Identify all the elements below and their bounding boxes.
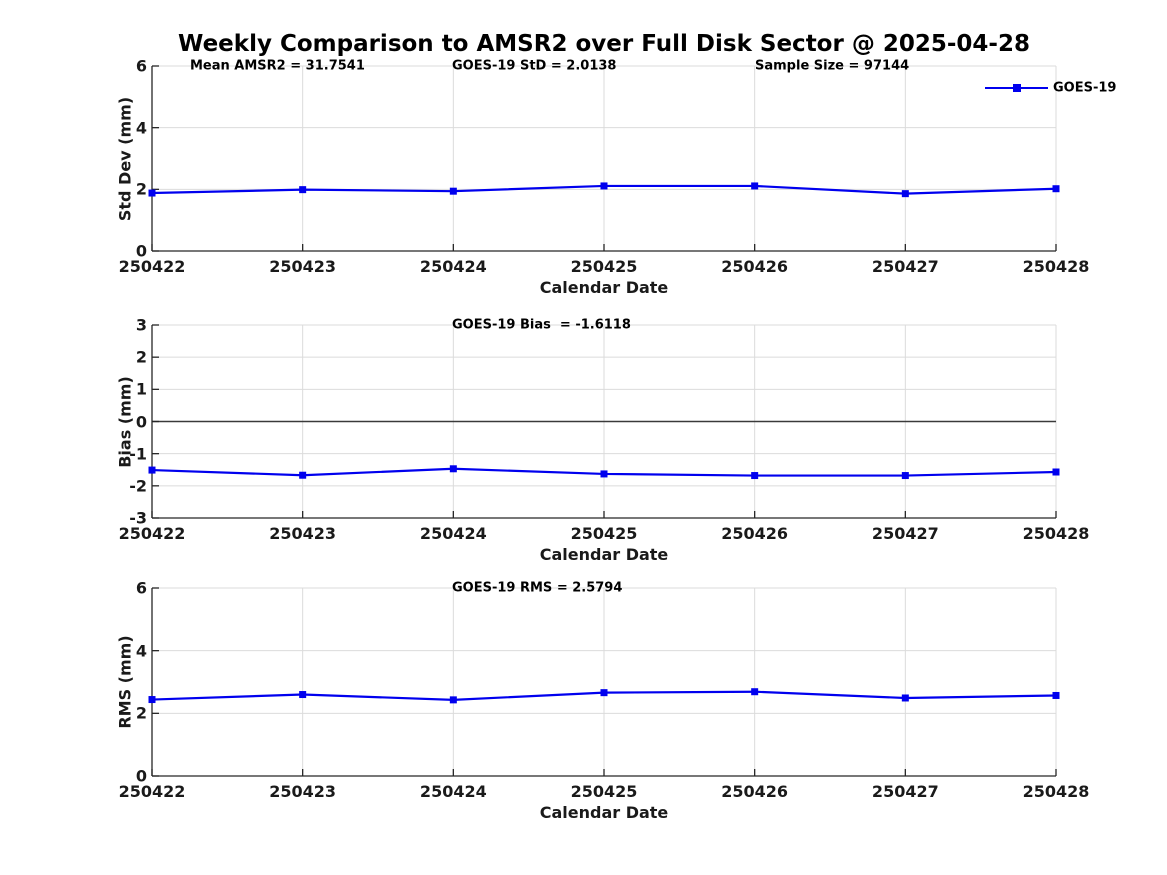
x-axis-label: Calendar Date <box>539 545 669 564</box>
annotation-rms-0: GOES-19 RMS = 2.5794 <box>452 580 623 596</box>
annotation-bias-0: GOES-19 Bias = -1.6118 <box>452 317 631 333</box>
legend: GOES-19 <box>985 80 1125 96</box>
x-tick-label: 250423 <box>269 782 337 801</box>
y-tick-label: 2 <box>135 347 147 367</box>
x-tick-label: 250425 <box>570 524 638 543</box>
subplot-bias <box>148 324 1060 519</box>
x-tick-label: 250422 <box>118 782 186 801</box>
y-tick-label: 4 <box>135 118 147 138</box>
y-axis-label: Bias (mm) <box>115 375 135 468</box>
y-tick-label: -1 <box>129 444 147 464</box>
data-point-marker <box>600 470 608 478</box>
x-tick-label: 250428 <box>1022 257 1090 276</box>
x-tick-label: 250426 <box>721 782 789 801</box>
y-tick-label: -2 <box>129 476 147 496</box>
data-point-marker <box>299 471 307 479</box>
legend-label: GOES-19 <box>1053 80 1117 96</box>
subplot-rms <box>148 587 1060 777</box>
annotation-stddev-2: Sample Size = 97144 <box>755 58 910 74</box>
data-point-marker <box>901 694 909 702</box>
x-tick-label: 250428 <box>1022 782 1090 801</box>
x-axis-label: Calendar Date <box>539 803 669 822</box>
y-axis-label: RMS (mm) <box>115 635 135 729</box>
data-point-marker <box>600 689 608 697</box>
x-axis-label: Calendar Date <box>539 278 669 297</box>
data-point-marker <box>449 696 457 704</box>
x-tick-label: 250427 <box>871 524 939 543</box>
y-tick-label: 0 <box>135 766 147 786</box>
x-tick-label: 250425 <box>570 782 638 801</box>
data-point-marker <box>148 189 156 197</box>
y-tick-label: 3 <box>135 315 147 335</box>
y-tick-label: 2 <box>135 179 147 199</box>
data-point-marker <box>600 182 608 190</box>
data-point-marker <box>901 190 909 198</box>
data-point-marker <box>449 187 457 195</box>
legend-square-marker-icon <box>1013 84 1021 92</box>
y-tick-label: -3 <box>129 508 147 528</box>
data-point-marker <box>751 472 759 480</box>
data-point-marker <box>449 465 457 473</box>
data-point-marker <box>751 182 759 190</box>
y-tick-label: 4 <box>135 641 147 661</box>
subplot-stddev <box>148 65 1060 252</box>
x-tick-label: 250426 <box>721 524 789 543</box>
x-tick-label: 250425 <box>570 257 638 276</box>
data-point-marker <box>148 466 156 474</box>
data-point-marker <box>1052 185 1060 193</box>
x-tick-label: 250422 <box>118 524 186 543</box>
y-tick-label: 0 <box>135 241 147 261</box>
x-tick-label: 250423 <box>269 524 337 543</box>
x-tick-label: 250428 <box>1022 524 1090 543</box>
chart-title: Weekly Comparison to AMSR2 over Full Dis… <box>178 31 1030 57</box>
annotation-stddev-1: GOES-19 StD = 2.0138 <box>452 58 617 74</box>
y-tick-label: 1 <box>135 379 147 399</box>
y-axis-label: Std Dev (mm) <box>115 96 135 221</box>
y-tick-label: 6 <box>135 578 147 598</box>
data-point-marker <box>148 696 156 704</box>
annotation-stddev-0: Mean AMSR2 = 31.7541 <box>190 58 365 74</box>
data-point-marker <box>901 472 909 480</box>
data-point-marker <box>1052 468 1060 476</box>
x-tick-label: 250423 <box>269 257 337 276</box>
x-tick-label: 250424 <box>419 257 487 276</box>
data-point-marker <box>751 688 759 696</box>
x-tick-label: 250422 <box>118 257 186 276</box>
x-tick-label: 250424 <box>419 524 487 543</box>
x-tick-label: 250427 <box>871 782 939 801</box>
y-tick-label: 2 <box>135 703 147 723</box>
y-tick-label: 0 <box>135 412 147 431</box>
x-tick-label: 250426 <box>721 257 789 276</box>
data-point-marker <box>1052 691 1060 699</box>
data-point-marker <box>299 691 307 699</box>
data-point-marker <box>299 186 307 194</box>
x-tick-label: 250427 <box>871 257 939 276</box>
x-tick-label: 250424 <box>419 782 487 801</box>
y-tick-label: 6 <box>135 56 147 76</box>
